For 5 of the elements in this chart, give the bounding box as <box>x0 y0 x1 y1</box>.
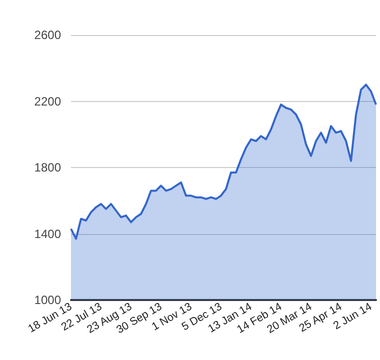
y-tick-label: 2200 <box>34 94 62 108</box>
y-tick-label: 1400 <box>34 226 62 241</box>
y-tick-label: 2600 <box>34 28 62 42</box>
y-tick-label: 1800 <box>34 160 62 174</box>
y-tick-label: 1000 <box>34 293 62 307</box>
